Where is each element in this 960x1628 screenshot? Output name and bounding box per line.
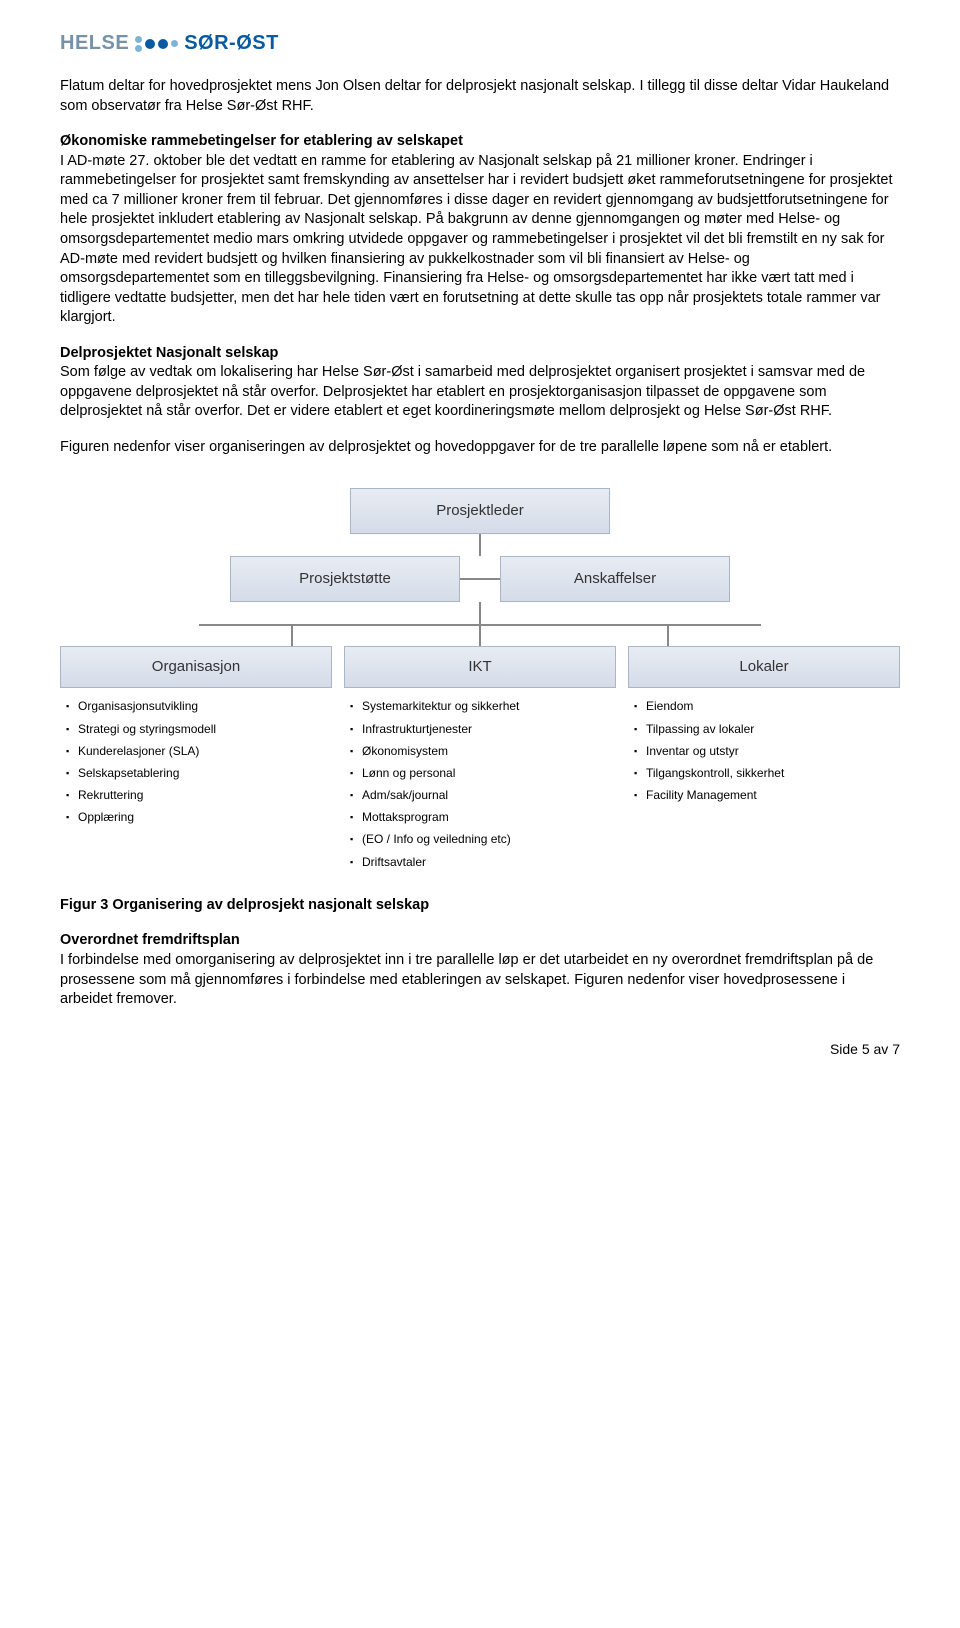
list-item: Tilpassing av lokaler [634,721,900,737]
heading-economics: Økonomiske rammebetingelser for etableri… [60,133,463,149]
list-item: Lønn og personal [350,765,616,781]
section-plan: Overordnet fremdriftsplan I forbindelse … [60,931,900,1009]
org-box-lokaler: Lokaler [628,646,900,688]
list-item: Systemarkitektur og sikkerhet [350,698,616,714]
list-item: Kunderelasjoner (SLA) [66,743,332,759]
logo-text-left: HELSE [60,30,129,57]
paragraph-5: I forbindelse med omorganisering av delp… [60,952,873,1007]
heading-subproject: Delprosjektet Nasjonalt selskap [60,345,278,361]
org-list-organisasjon: Organisasjonsutvikling Strategi og styri… [60,698,332,825]
list-item: Økonomisystem [350,743,616,759]
list-item: Facility Management [634,787,900,803]
org-col-ikt: IKT Systemarkitektur og sikkerhet Infras… [344,646,616,876]
list-item: Opplæring [66,809,332,825]
org-col-organisasjon: Organisasjon Organisasjonsutvikling Stra… [60,646,332,876]
org-box-procurement: Anskaffelser [500,556,730,602]
list-item: Rekruttering [66,787,332,803]
logo-text-right: SØR-ØST [184,30,279,57]
org-col-lokaler: Lokaler Eiendom Tilpassing av lokaler In… [628,646,900,876]
org-list-ikt: Systemarkitektur og sikkerhet Infrastruk… [344,698,616,870]
paragraph-1: Flatum deltar for hovedprosjektet mens J… [60,77,900,116]
org-box-leader: Prosjektleder [350,488,610,534]
org-list-lokaler: Eiendom Tilpassing av lokaler Inventar o… [628,698,900,803]
logo-dots-icon [135,36,178,52]
list-item: Mottaksprogram [350,809,616,825]
paragraph-3: Som følge av vedtak om lokalisering har … [60,364,865,419]
list-item: Selskapsetablering [66,765,332,781]
list-item: Adm/sak/journal [350,787,616,803]
org-box-ikt: IKT [344,646,616,688]
list-item: Tilgangskontroll, sikkerhet [634,765,900,781]
list-item: Driftsavtaler [350,854,616,870]
paragraph-2: I AD-møte 27. oktober ble det vedtatt en… [60,153,893,326]
list-item: Inventar og utstyr [634,743,900,759]
list-item: Infrastrukturtjenester [350,721,616,737]
section-economics: Økonomiske rammebetingelser for etableri… [60,132,900,328]
section-subproject: Delprosjektet Nasjonalt selskap Som følg… [60,344,900,422]
page-footer: Side 5 av 7 [60,1040,900,1059]
figure-caption: Figur 3 Organisering av delprosjekt nasj… [60,896,900,916]
list-item: Eiendom [634,698,900,714]
list-item: Organisasjonsutvikling [66,698,332,714]
org-chart: Prosjektleder Prosjektstøtte Anskaffelse… [60,488,900,876]
heading-plan: Overordnet fremdriftsplan [60,932,240,948]
list-item: (EO / Info og veiledning etc) [350,831,616,847]
list-item: Strategi og styringsmodell [66,721,332,737]
org-box-organisasjon: Organisasjon [60,646,332,688]
logo: HELSE SØR-ØST [60,30,900,57]
org-box-support: Prosjektstøtte [230,556,460,602]
paragraph-4: Figuren nedenfor viser organiseringen av… [60,438,900,458]
